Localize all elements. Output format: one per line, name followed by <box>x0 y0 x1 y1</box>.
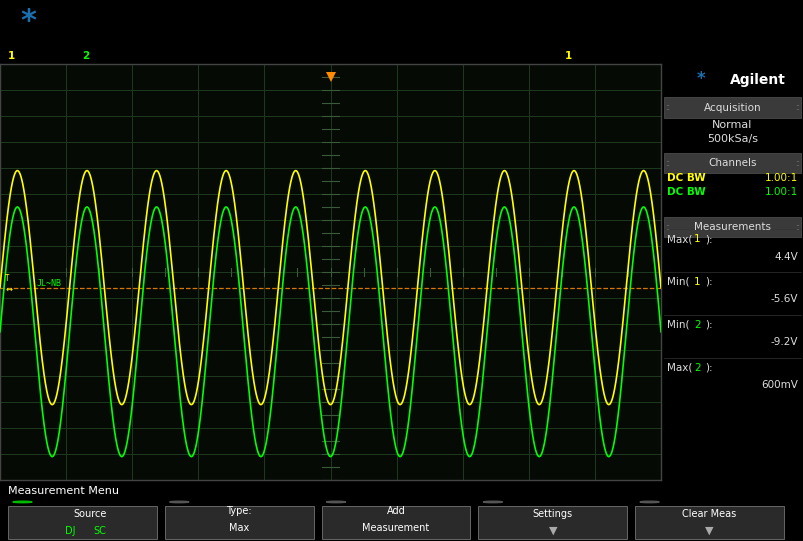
Text: Max(: Max( <box>666 362 691 373</box>
Text: 2: 2 <box>693 320 700 330</box>
Text: *: * <box>20 7 36 36</box>
Text: *: * <box>696 70 704 88</box>
FancyBboxPatch shape <box>634 506 783 538</box>
Text: ⇕: ⇕ <box>528 51 537 61</box>
Circle shape <box>13 501 32 503</box>
Text: 2: 2 <box>83 51 90 61</box>
Text: Thu Sep 28 11:44:18 2017: Thu Sep 28 11:44:18 2017 <box>613 17 779 30</box>
FancyBboxPatch shape <box>478 506 626 538</box>
Text: Clear Meas: Clear Meas <box>682 509 736 519</box>
Text: Min(: Min( <box>666 277 688 287</box>
Text: Max(: Max( <box>666 234 691 244</box>
Text: Agilent: Agilent <box>729 73 785 87</box>
Text: Max: Max <box>229 523 249 532</box>
Text: Agilent Technologies: Agilent Technologies <box>58 11 334 35</box>
Text: 500kSa/s: 500kSa/s <box>706 134 757 144</box>
Text: 1: 1 <box>8 51 15 61</box>
Text: 5.00V/: 5.00V/ <box>30 51 63 61</box>
Text: ::: :: <box>664 159 670 168</box>
Text: 1.00:1: 1.00:1 <box>764 187 797 197</box>
Text: ):: ): <box>705 320 712 330</box>
Text: 1: 1 <box>693 277 700 287</box>
Text: ::: :: <box>664 103 670 112</box>
Text: 5.00V/: 5.00V/ <box>102 51 136 61</box>
Text: Settings: Settings <box>532 509 572 519</box>
Text: 600mV: 600mV <box>760 380 797 390</box>
Text: Min(: Min( <box>666 320 688 330</box>
Text: Source: Source <box>74 509 107 519</box>
Circle shape <box>326 501 345 503</box>
Circle shape <box>639 501 658 503</box>
Text: Measurements: Measurements <box>693 222 770 232</box>
Text: ▼: ▼ <box>548 526 556 536</box>
Text: Normal: Normal <box>711 120 752 130</box>
Text: Measurement: Measurement <box>362 523 429 532</box>
Text: Auto: Auto <box>462 51 487 61</box>
Text: ):: ): <box>705 234 712 244</box>
Text: DJ: DJ <box>65 526 75 536</box>
FancyBboxPatch shape <box>663 153 800 174</box>
Text: -5.6V: -5.6V <box>770 294 797 305</box>
FancyBboxPatch shape <box>165 506 313 538</box>
Text: ::: :: <box>793 222 799 232</box>
Text: Acquisition: Acquisition <box>703 103 760 113</box>
Text: 5.000μs/: 5.000μs/ <box>373 51 418 61</box>
Text: SC: SC <box>93 526 107 536</box>
FancyBboxPatch shape <box>663 97 800 118</box>
Text: 1.00:1: 1.00:1 <box>764 174 797 183</box>
Text: 1: 1 <box>565 51 572 61</box>
Text: JL~NB: JL~NB <box>36 279 61 288</box>
Text: ::: :: <box>793 159 799 168</box>
Text: T: T <box>6 274 10 283</box>
Text: DC BW: DC BW <box>666 187 704 197</box>
Text: ↔: ↔ <box>6 285 12 293</box>
Text: ▼: ▼ <box>704 526 713 536</box>
Circle shape <box>483 501 502 503</box>
Text: 1: 1 <box>693 234 700 244</box>
Text: 2: 2 <box>693 362 700 373</box>
Text: Add: Add <box>386 505 405 516</box>
Text: Measurement Menu: Measurement Menu <box>8 486 119 496</box>
Text: Type:: Type: <box>226 505 251 516</box>
Text: ::: :: <box>793 103 799 112</box>
Text: ):: ): <box>705 277 712 287</box>
Circle shape <box>169 501 189 503</box>
FancyBboxPatch shape <box>663 217 800 237</box>
FancyBboxPatch shape <box>321 506 470 538</box>
Text: ::: :: <box>664 222 670 232</box>
Text: DC BW: DC BW <box>666 174 704 183</box>
Text: 4.4V: 4.4V <box>773 252 797 262</box>
Text: -9.2V: -9.2V <box>770 337 797 347</box>
FancyBboxPatch shape <box>8 506 157 538</box>
Text: 62.5%: 62.5% <box>591 51 624 61</box>
Text: 0.0s: 0.0s <box>310 51 332 61</box>
Text: ):: ): <box>705 362 712 373</box>
Text: Channels: Channels <box>707 158 756 168</box>
